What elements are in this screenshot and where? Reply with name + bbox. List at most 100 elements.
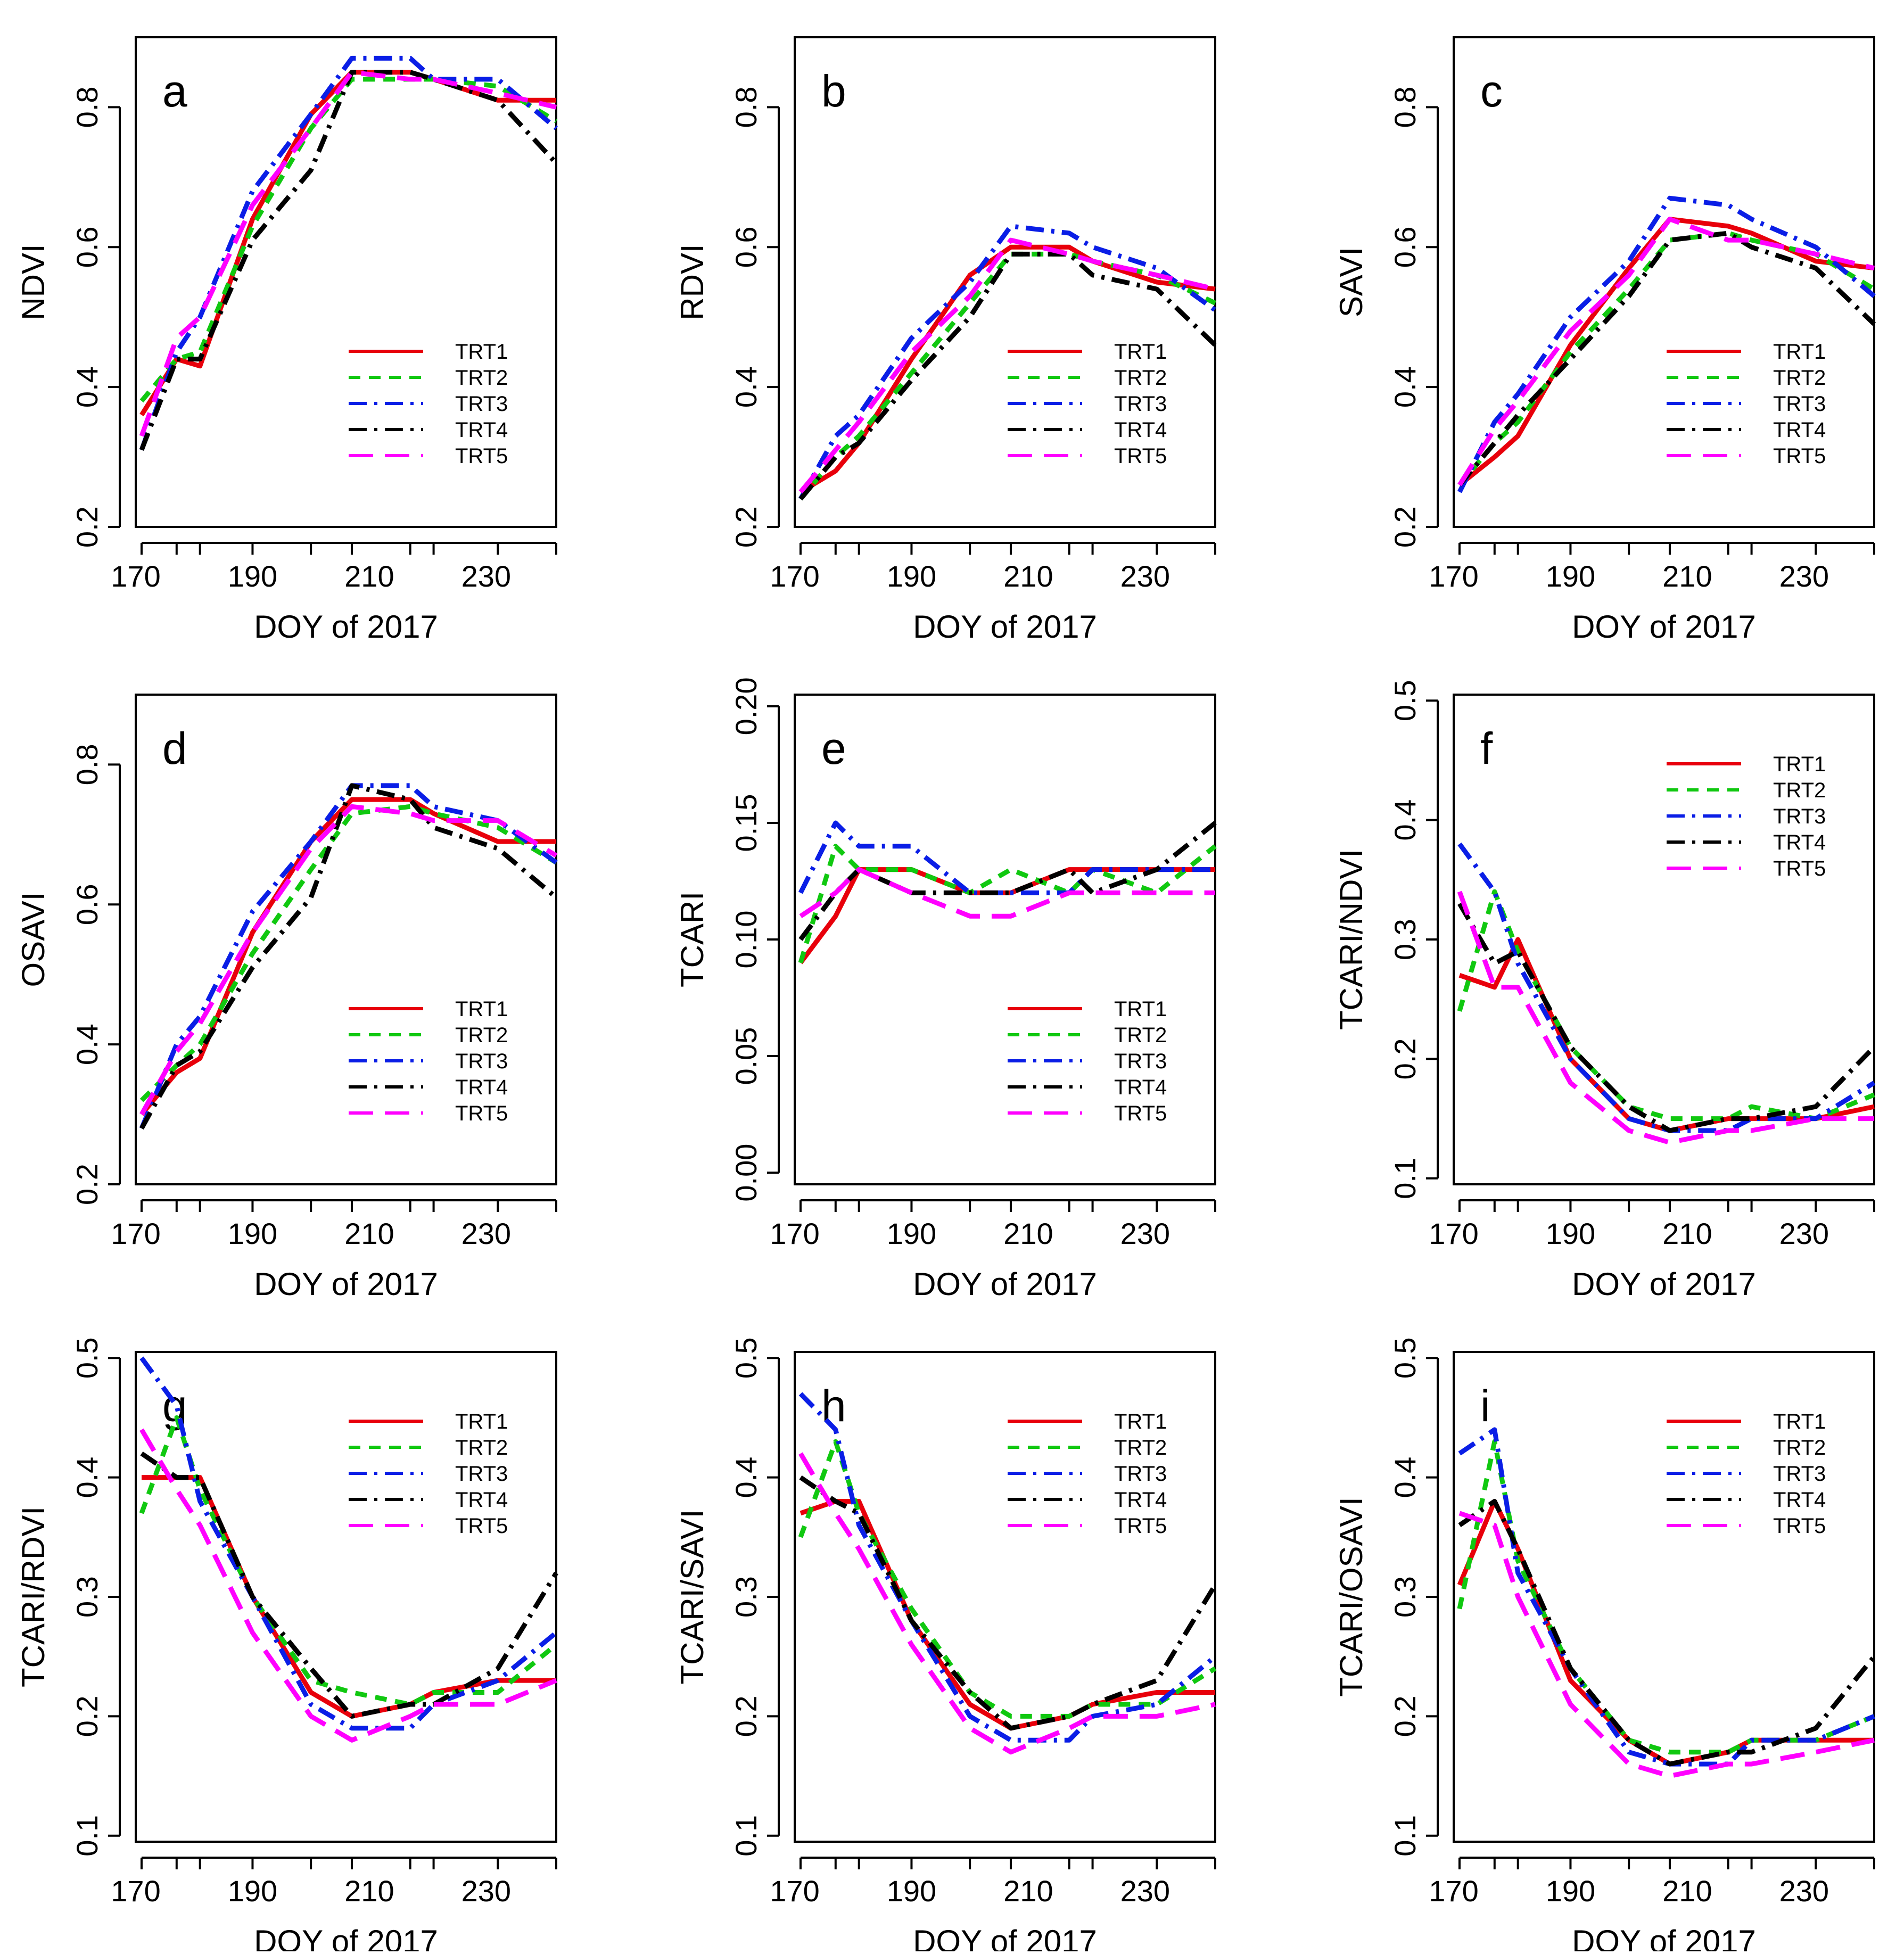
series-line-trt4 bbox=[798, 251, 1217, 501]
x-tick-label: 170 bbox=[111, 1874, 160, 1908]
x-tick-label: 170 bbox=[770, 1217, 819, 1250]
x-tick-label: 230 bbox=[1120, 1217, 1170, 1250]
y-tick-label: 0.3 bbox=[1388, 919, 1422, 960]
y-axis-title: TCARI/NDVI bbox=[1333, 849, 1369, 1030]
panel-letter: b bbox=[821, 66, 846, 116]
legend-label: TRT2 bbox=[1114, 366, 1167, 390]
y-tick-label: 0.1 bbox=[70, 1815, 104, 1857]
legend-label: TRT3 bbox=[455, 1462, 508, 1486]
legend-label: TRT1 bbox=[1114, 1410, 1167, 1433]
x-tick-label: 190 bbox=[228, 1217, 277, 1250]
y-tick-label: 0.2 bbox=[1388, 1038, 1422, 1079]
y-tick-label: 0.2 bbox=[729, 506, 763, 548]
y-axis-title: TCARI/RDVI bbox=[15, 1506, 51, 1687]
y-axis-title: TCARI bbox=[674, 892, 710, 987]
y-tick-label: 0.6 bbox=[70, 884, 104, 925]
y-tick-label: 0.2 bbox=[1388, 1695, 1422, 1737]
legend-label: TRT4 bbox=[1114, 1076, 1167, 1099]
series-line-trt2 bbox=[139, 1415, 558, 1707]
x-tick-label: 230 bbox=[1120, 559, 1170, 593]
series-line-trt4 bbox=[139, 783, 558, 1130]
x-tick-label: 210 bbox=[344, 559, 394, 593]
series-line-trt5 bbox=[1457, 217, 1875, 487]
legend-label: TRT1 bbox=[1773, 1410, 1826, 1433]
panel-c: 170 190 210 230 DOY of 2017 0.2 0.4 0.6 0.8 SAVI c… bbox=[1333, 36, 1876, 645]
y-tick-label: 0.05 bbox=[729, 1027, 763, 1085]
series-line-trt3 bbox=[798, 1392, 1217, 1743]
series-line-trt5 bbox=[1457, 891, 1874, 1145]
y-tick-label: 0.5 bbox=[1388, 1337, 1422, 1379]
y-axis-title: RDVI bbox=[674, 244, 710, 320]
series-line-trt5 bbox=[799, 867, 1215, 919]
series-line-trt1 bbox=[139, 70, 556, 417]
y-tick-label: 0.1 bbox=[1388, 1815, 1422, 1857]
y-tick-label: 0.10 bbox=[729, 911, 763, 969]
x-tick-label: 230 bbox=[461, 559, 511, 593]
legend-label: TRT4 bbox=[455, 1076, 508, 1099]
legend-label: TRT3 bbox=[1114, 1050, 1167, 1073]
y-tick-label: 0.3 bbox=[729, 1576, 763, 1618]
x-tick-label: 230 bbox=[461, 1217, 511, 1250]
x-tick-label: 170 bbox=[1429, 559, 1478, 593]
legend-label: TRT1 bbox=[1773, 753, 1826, 776]
panel-h: 170 190 210 230 DOY of 2017 0.1 0.2 0.3 0.4 0.5 TC… bbox=[674, 1337, 1217, 1954]
y-tick-label: 0.6 bbox=[70, 226, 104, 268]
y-axis-title: OSAVI bbox=[15, 892, 51, 987]
panel-f: 170 190 210 230 DOY of 2017 0.1 0.2 0.3 0.4 0.5 TC… bbox=[1333, 680, 1876, 1302]
legend-label: TRT5 bbox=[455, 1102, 508, 1125]
y-tick-label: 0.2 bbox=[70, 506, 104, 548]
legend-label: TRT4 bbox=[1773, 1488, 1826, 1512]
x-tick-label: 210 bbox=[1003, 559, 1053, 593]
y-tick-label: 0.8 bbox=[729, 86, 763, 128]
panel-letter: h bbox=[821, 1381, 846, 1431]
series-line-trt2 bbox=[139, 77, 558, 403]
y-tick-label: 0.6 bbox=[729, 226, 763, 268]
x-tick-label: 170 bbox=[770, 1874, 819, 1908]
series-line-trt1 bbox=[799, 1499, 1215, 1731]
x-tick-label: 210 bbox=[344, 1874, 394, 1908]
series-line-trt4 bbox=[140, 1451, 558, 1719]
series-line-trt5 bbox=[1458, 1511, 1875, 1779]
panel-letter: d bbox=[162, 723, 187, 773]
legend-label: TRT1 bbox=[455, 1410, 508, 1433]
x-tick-label: 210 bbox=[1662, 559, 1712, 593]
y-axis-title: SAVI bbox=[1333, 247, 1369, 317]
x-tick-label: 190 bbox=[887, 559, 936, 593]
legend-label: TRT5 bbox=[1114, 1514, 1167, 1538]
x-tick-label: 190 bbox=[1546, 1874, 1595, 1908]
legend-label: TRT2 bbox=[455, 366, 508, 390]
y-tick-label: 0.20 bbox=[729, 677, 763, 735]
series-line-trt3 bbox=[139, 55, 558, 451]
legend-label: TRT1 bbox=[1114, 997, 1167, 1021]
panel-letter: f bbox=[1480, 723, 1493, 773]
legend-label: TRT3 bbox=[455, 1050, 508, 1073]
legend-label: TRT5 bbox=[455, 444, 508, 468]
y-axis-title: TCARI/OSAVI bbox=[1333, 1497, 1369, 1697]
legend-label: TRT2 bbox=[455, 1024, 508, 1047]
y-axis-title: NDVI bbox=[15, 244, 51, 320]
y-tick-label: 0.3 bbox=[70, 1576, 104, 1618]
series-line-trt4 bbox=[1457, 230, 1876, 487]
legend-label: TRT3 bbox=[1773, 1462, 1826, 1486]
legend-label: TRT2 bbox=[1773, 1436, 1826, 1460]
y-tick-label: 0.5 bbox=[729, 1337, 763, 1379]
panel-letter: a bbox=[162, 66, 187, 116]
x-axis-title: DOY of 2017 bbox=[1572, 609, 1756, 645]
legend-label: TRT3 bbox=[455, 392, 508, 416]
series-line-trt2 bbox=[798, 251, 1216, 501]
series-line-trt2 bbox=[1457, 889, 1875, 1122]
plot-frame bbox=[794, 1351, 1216, 1843]
y-tick-label: 0.5 bbox=[70, 1337, 104, 1379]
plot-frame bbox=[135, 36, 557, 528]
y-tick-label: 0.4 bbox=[729, 366, 763, 408]
panel-a: 170 190 210 230 DOY of 2017 0.2 0.4 0.6 0.8 NDVI a… bbox=[15, 36, 558, 645]
y-tick-label: 0.1 bbox=[1388, 1158, 1422, 1199]
plot-frame bbox=[794, 36, 1216, 528]
series-line-trt4 bbox=[798, 821, 1217, 941]
legend-label: TRT2 bbox=[455, 1436, 508, 1460]
legend-label: TRT3 bbox=[1114, 1462, 1167, 1486]
legend-label: TRT4 bbox=[1773, 831, 1826, 854]
x-axis-title: DOY of 2017 bbox=[254, 1924, 438, 1951]
legend-label: TRT4 bbox=[1114, 1488, 1167, 1512]
